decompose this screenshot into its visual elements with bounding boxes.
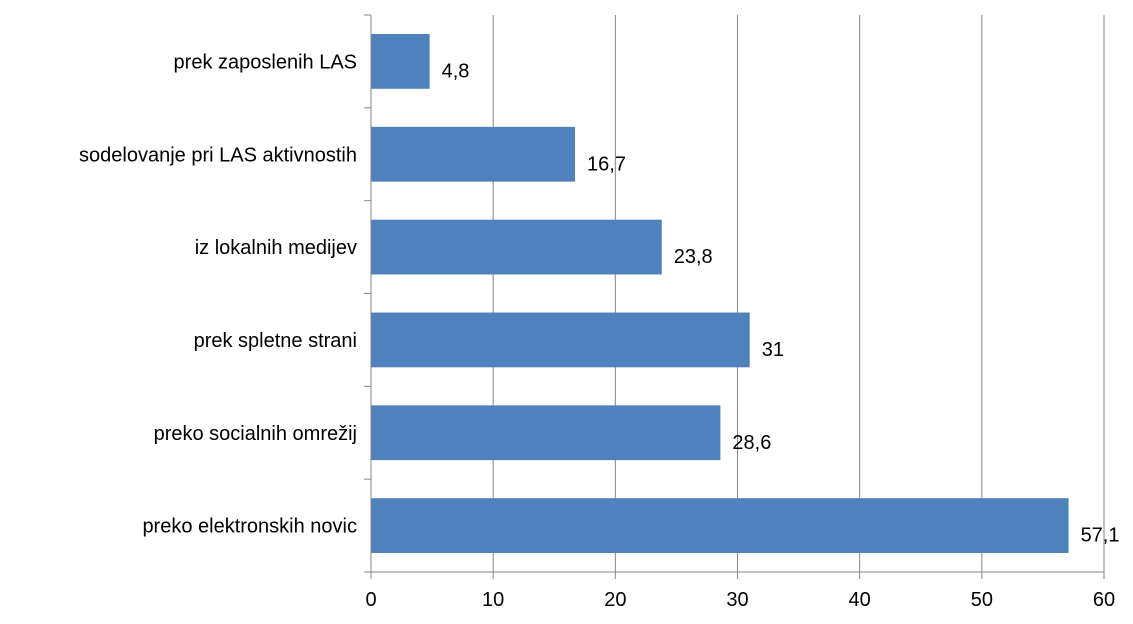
category-label: prek spletne strani: [194, 330, 357, 352]
data-label: 31: [762, 339, 784, 361]
bar: [371, 405, 721, 461]
category-label: iz lokalnih medijev: [195, 237, 357, 259]
bar: [371, 498, 1069, 553]
data-label: 57,1: [1081, 525, 1120, 547]
bar: [371, 219, 662, 275]
axes: [364, 14, 1105, 579]
category-label: preko socialnih omrežij: [154, 423, 357, 445]
bar: [371, 312, 750, 368]
data-label: 28,6: [732, 432, 771, 454]
x-tick-label: 30: [726, 589, 748, 611]
category-label: sodelovanje pri LAS aktivnostih: [79, 144, 357, 166]
category-label: prek zaposlenih LAS: [174, 51, 357, 73]
x-tick-label: 20: [604, 589, 626, 611]
x-tick-label: 0: [365, 589, 376, 611]
grid-lines: [492, 15, 1105, 572]
category-label: preko elektronskih novic: [142, 516, 357, 538]
bar: [371, 126, 576, 182]
data-label: 16,7: [587, 153, 626, 175]
bars: [371, 34, 1069, 553]
labels: 0 10 20 30 40 50 60 prek zaposlenih LAS 4,8 sodel…: [79, 51, 1119, 611]
x-tick-label: 50: [971, 589, 993, 611]
bar: [371, 34, 430, 89]
data-label: 4,8: [442, 60, 470, 82]
data-label: 23,8: [674, 246, 713, 268]
x-tick-label: 10: [482, 589, 504, 611]
x-tick-label: 40: [849, 589, 871, 611]
x-tick-label: 60: [1093, 589, 1115, 611]
